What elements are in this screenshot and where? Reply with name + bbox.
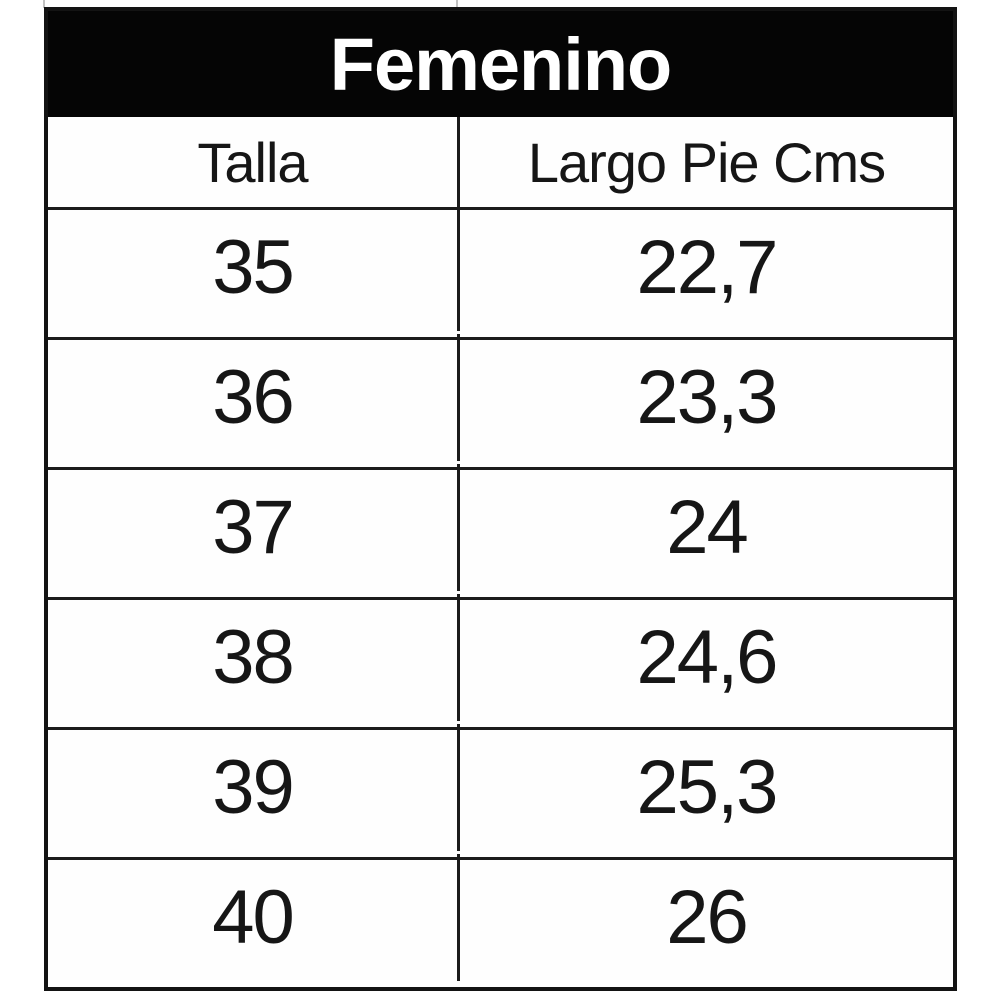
talla-value: 36 bbox=[212, 355, 295, 440]
gridline-remnant bbox=[456, 0, 458, 8]
talla-value: 40 bbox=[212, 875, 295, 960]
largo-value: 23,3 bbox=[457, 334, 953, 461]
largo-value: 26 bbox=[457, 854, 953, 981]
table-row: 37 24 bbox=[48, 464, 953, 597]
column-header-talla: Talla bbox=[197, 130, 308, 194]
table-header-row: Talla Largo Pie Cms bbox=[48, 117, 953, 207]
table-row: 40 26 bbox=[48, 854, 953, 987]
talla-value: 37 bbox=[212, 485, 295, 570]
talla-value: 35 bbox=[212, 225, 295, 310]
gridline-remnant bbox=[43, 0, 45, 8]
table-row: 38 24,6 bbox=[48, 594, 953, 727]
table-row: 39 25,3 bbox=[48, 724, 953, 857]
table-row: 36 23,3 bbox=[48, 334, 953, 467]
column-header-largo-pie-cms: Largo Pie Cms bbox=[457, 117, 953, 207]
largo-value: 24,6 bbox=[457, 594, 953, 721]
table-title: Femenino bbox=[48, 11, 953, 117]
largo-value: 25,3 bbox=[457, 724, 953, 851]
size-table: Femenino Talla Largo Pie Cms 35 22,7 36 … bbox=[44, 7, 957, 991]
table-row: 35 22,7 bbox=[48, 204, 953, 337]
talla-value: 39 bbox=[212, 745, 295, 830]
largo-value: 22,7 bbox=[457, 204, 953, 331]
largo-value: 24 bbox=[457, 464, 953, 591]
talla-value: 38 bbox=[212, 615, 295, 700]
